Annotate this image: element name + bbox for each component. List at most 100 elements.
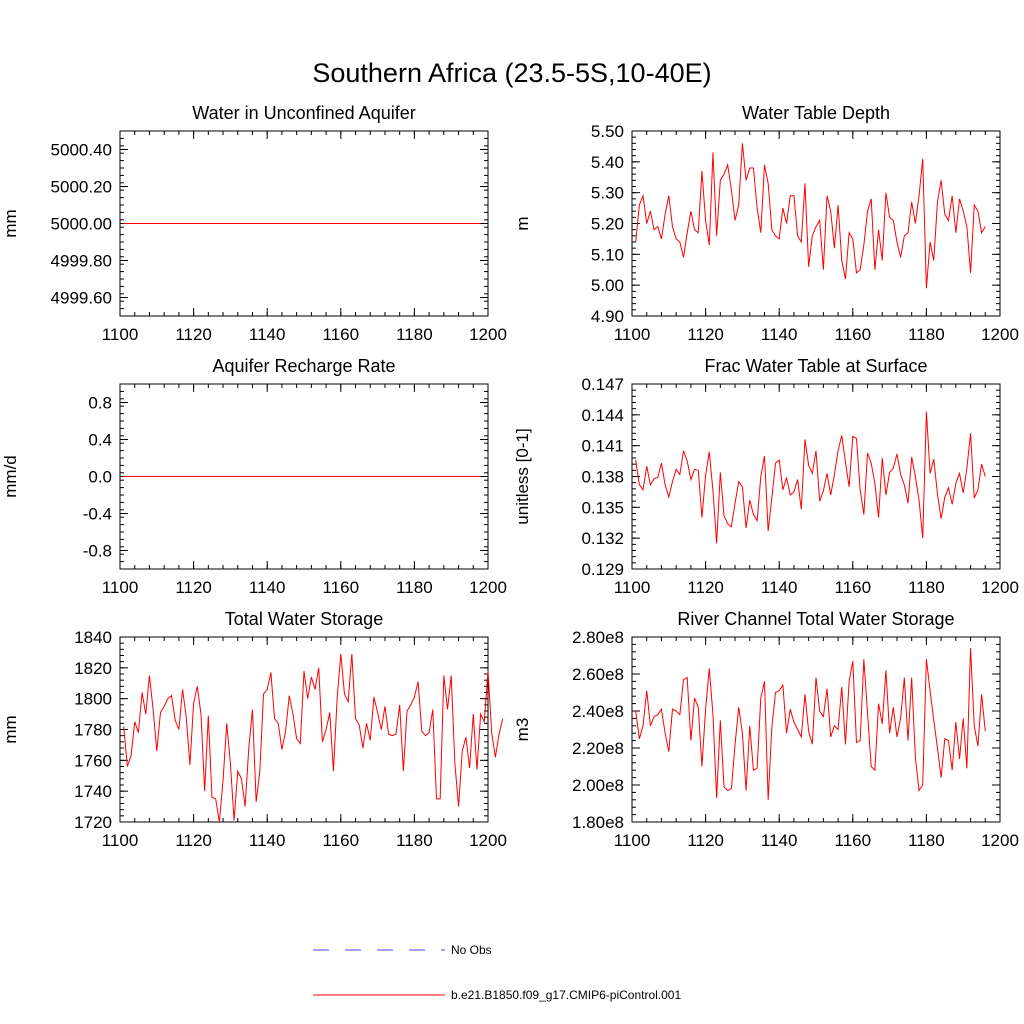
panel-4: Frac Water Table at Surface 1100 1120 1140 1…: [513, 356, 1019, 597]
y-axis-label: unitless [0-1]: [513, 428, 532, 524]
y-tick-label: 0.0: [88, 468, 112, 487]
y-tick-label: 0.141: [581, 437, 624, 456]
y-tick-label: 4999.80: [51, 252, 112, 271]
y-axis-label: m3: [513, 718, 532, 742]
y-tick-label: 5.00: [591, 276, 624, 295]
x-tick-label: 1180: [908, 831, 945, 850]
y-tick-label: 0.135: [581, 498, 624, 517]
panel-title: Total Water Storage: [225, 609, 383, 629]
y-axis-label: mm: [1, 715, 20, 743]
y-tick-label: 0.4: [88, 431, 112, 450]
x-tick-label: 1140: [249, 578, 286, 597]
y-tick-label: 0.138: [581, 468, 624, 487]
plot-frame: [631, 636, 1001, 823]
x-tick-label: 1120: [175, 325, 212, 344]
y-tick-label: 5000.40: [51, 141, 112, 160]
y-tick-label: 1760: [74, 751, 112, 770]
x-tick-label: 1100: [614, 325, 651, 344]
y-tick-label: 5.40: [591, 153, 624, 172]
x-tick-label: 1140: [249, 325, 286, 344]
x-tick-label: 1200: [981, 578, 1019, 597]
y-axis-label: mm/d: [1, 455, 20, 498]
x-tick-label: 1100: [614, 578, 651, 597]
y-tick-label: 5000.00: [51, 215, 112, 234]
series-line: [635, 411, 986, 544]
y-tick-label: 1720: [74, 813, 112, 832]
y-tick-label: 2.40e8: [572, 702, 624, 721]
x-tick-label: 1100: [102, 325, 139, 344]
y-tick-label: 1840: [74, 628, 112, 647]
panel-3: Aquifer Recharge Rate 1100 1120 1140 1160 118…: [1, 356, 507, 597]
y-tick-label: 1.80e8: [572, 813, 624, 832]
panel-6: River Channel Total Water Storage 1100 112…: [513, 609, 1019, 850]
x-tick-label: 1100: [102, 831, 139, 850]
y-tick-label: 5.50: [591, 122, 624, 141]
y-tick-label: 5.30: [591, 184, 624, 203]
y-tick-label: 0.8: [88, 394, 112, 413]
y-tick-label: 2.60e8: [572, 665, 624, 684]
x-tick-label: 1180: [396, 831, 433, 850]
x-tick-label: 1200: [469, 578, 507, 597]
panel-title: Water Table Depth: [742, 103, 890, 123]
x-tick-label: 1160: [835, 325, 872, 344]
x-tick-label: 1120: [175, 578, 212, 597]
y-tick-label: 5.20: [591, 215, 624, 234]
y-tick-label: 1780: [74, 721, 112, 740]
panel-2: Water Table Depth 1100 1120 1140 1160 1180 120…: [513, 103, 1019, 344]
x-tick-label: 1160: [323, 325, 360, 344]
plot-frame: [631, 383, 1001, 570]
legend-label-no-obs: No Obs: [451, 943, 492, 957]
series-line: [123, 653, 504, 823]
panel-1: Water in Unconfined Aquifer 1100 1120 1140 1…: [1, 103, 507, 344]
y-tick-label: -0.4: [83, 505, 112, 524]
panel-5: Total Water Storage 1100 1120 1140 1160 1180 1…: [1, 609, 507, 850]
plot-frame: [119, 636, 489, 823]
x-tick-label: 1100: [102, 578, 139, 597]
x-tick-label: 1180: [396, 578, 433, 597]
y-tick-label: 0.132: [581, 529, 624, 548]
panel-title: Water in Unconfined Aquifer: [192, 103, 415, 123]
x-tick-label: 1160: [323, 831, 360, 850]
y-tick-label: 2.20e8: [572, 739, 624, 758]
y-tick-label: 1820: [74, 659, 112, 678]
x-tick-label: 1200: [981, 831, 1019, 850]
x-tick-label: 1120: [175, 831, 212, 850]
y-tick-label: 2.80e8: [572, 628, 624, 647]
y-tick-label: 0.147: [581, 375, 624, 394]
x-tick-label: 1100: [614, 831, 651, 850]
panel-title: Frac Water Table at Surface: [704, 356, 927, 376]
x-tick-label: 1120: [687, 578, 724, 597]
x-tick-label: 1200: [469, 325, 507, 344]
series-line: [635, 143, 986, 289]
x-tick-label: 1140: [761, 831, 798, 850]
y-tick-label: 0.144: [581, 406, 624, 425]
series-line: [635, 648, 986, 800]
legend: No Obs b.e21.B1850.f09_g17.CMIP6-piContr…: [313, 943, 681, 1002]
x-tick-label: 1200: [981, 325, 1019, 344]
x-tick-label: 1120: [687, 325, 724, 344]
panels: Water in Unconfined Aquifer 1100 1120 1140 1…: [1, 103, 1019, 850]
y-tick-label: 4999.60: [51, 289, 112, 308]
y-tick-label: 5000.20: [51, 178, 112, 197]
y-axis-label: mm: [1, 209, 20, 237]
y-tick-label: 1800: [74, 690, 112, 709]
y-tick-label: 5.10: [591, 245, 624, 264]
y-tick-label: 2.00e8: [572, 776, 624, 795]
x-tick-label: 1180: [908, 578, 945, 597]
x-tick-label: 1160: [323, 578, 360, 597]
y-axis-label: m: [513, 216, 532, 230]
x-tick-label: 1140: [761, 578, 798, 597]
x-tick-label: 1180: [908, 325, 945, 344]
x-tick-label: 1160: [835, 831, 872, 850]
x-tick-label: 1160: [835, 578, 872, 597]
panel-title: River Channel Total Water Storage: [677, 609, 954, 629]
x-tick-label: 1200: [469, 831, 507, 850]
legend-label-model: b.e21.B1850.f09_g17.CMIP6-piControl.001: [451, 988, 681, 1002]
plot-frame: [631, 130, 1001, 317]
y-tick-label: 4.90: [591, 307, 624, 326]
figure-title: Southern Africa (23.5-5S,10-40E): [312, 58, 711, 88]
x-tick-label: 1140: [761, 325, 798, 344]
y-tick-label: 0.129: [581, 560, 624, 579]
y-tick-label: 1740: [74, 782, 112, 801]
